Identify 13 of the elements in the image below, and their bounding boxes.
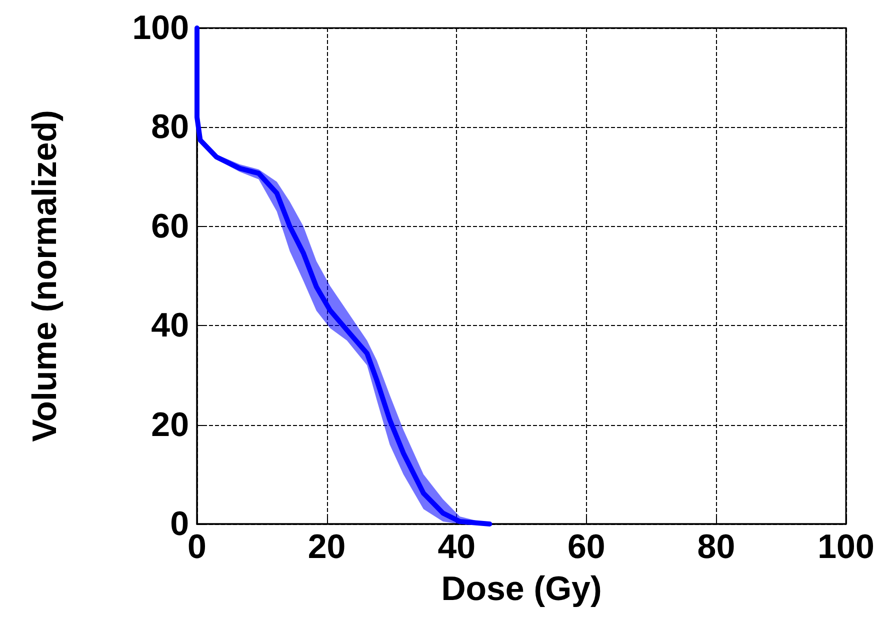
y-tick-label: 80 (151, 108, 189, 146)
y-tick-label: 100 (132, 9, 189, 47)
y-tick-label: 0 (170, 505, 189, 543)
y-tick-label: 40 (151, 306, 189, 345)
x-tick-label: 20 (308, 528, 346, 566)
y-tick-label: 60 (151, 207, 189, 246)
y-tick-label: 20 (151, 406, 189, 444)
x-tick-label: 40 (438, 528, 476, 566)
x-axis-title: Dose (Gy) (441, 570, 602, 608)
x-tick-label: 100 (818, 528, 874, 566)
x-tick-label: 80 (697, 528, 736, 566)
y-axis-title: Volume (normalized) (26, 110, 64, 442)
x-tick-label: 60 (567, 528, 606, 566)
